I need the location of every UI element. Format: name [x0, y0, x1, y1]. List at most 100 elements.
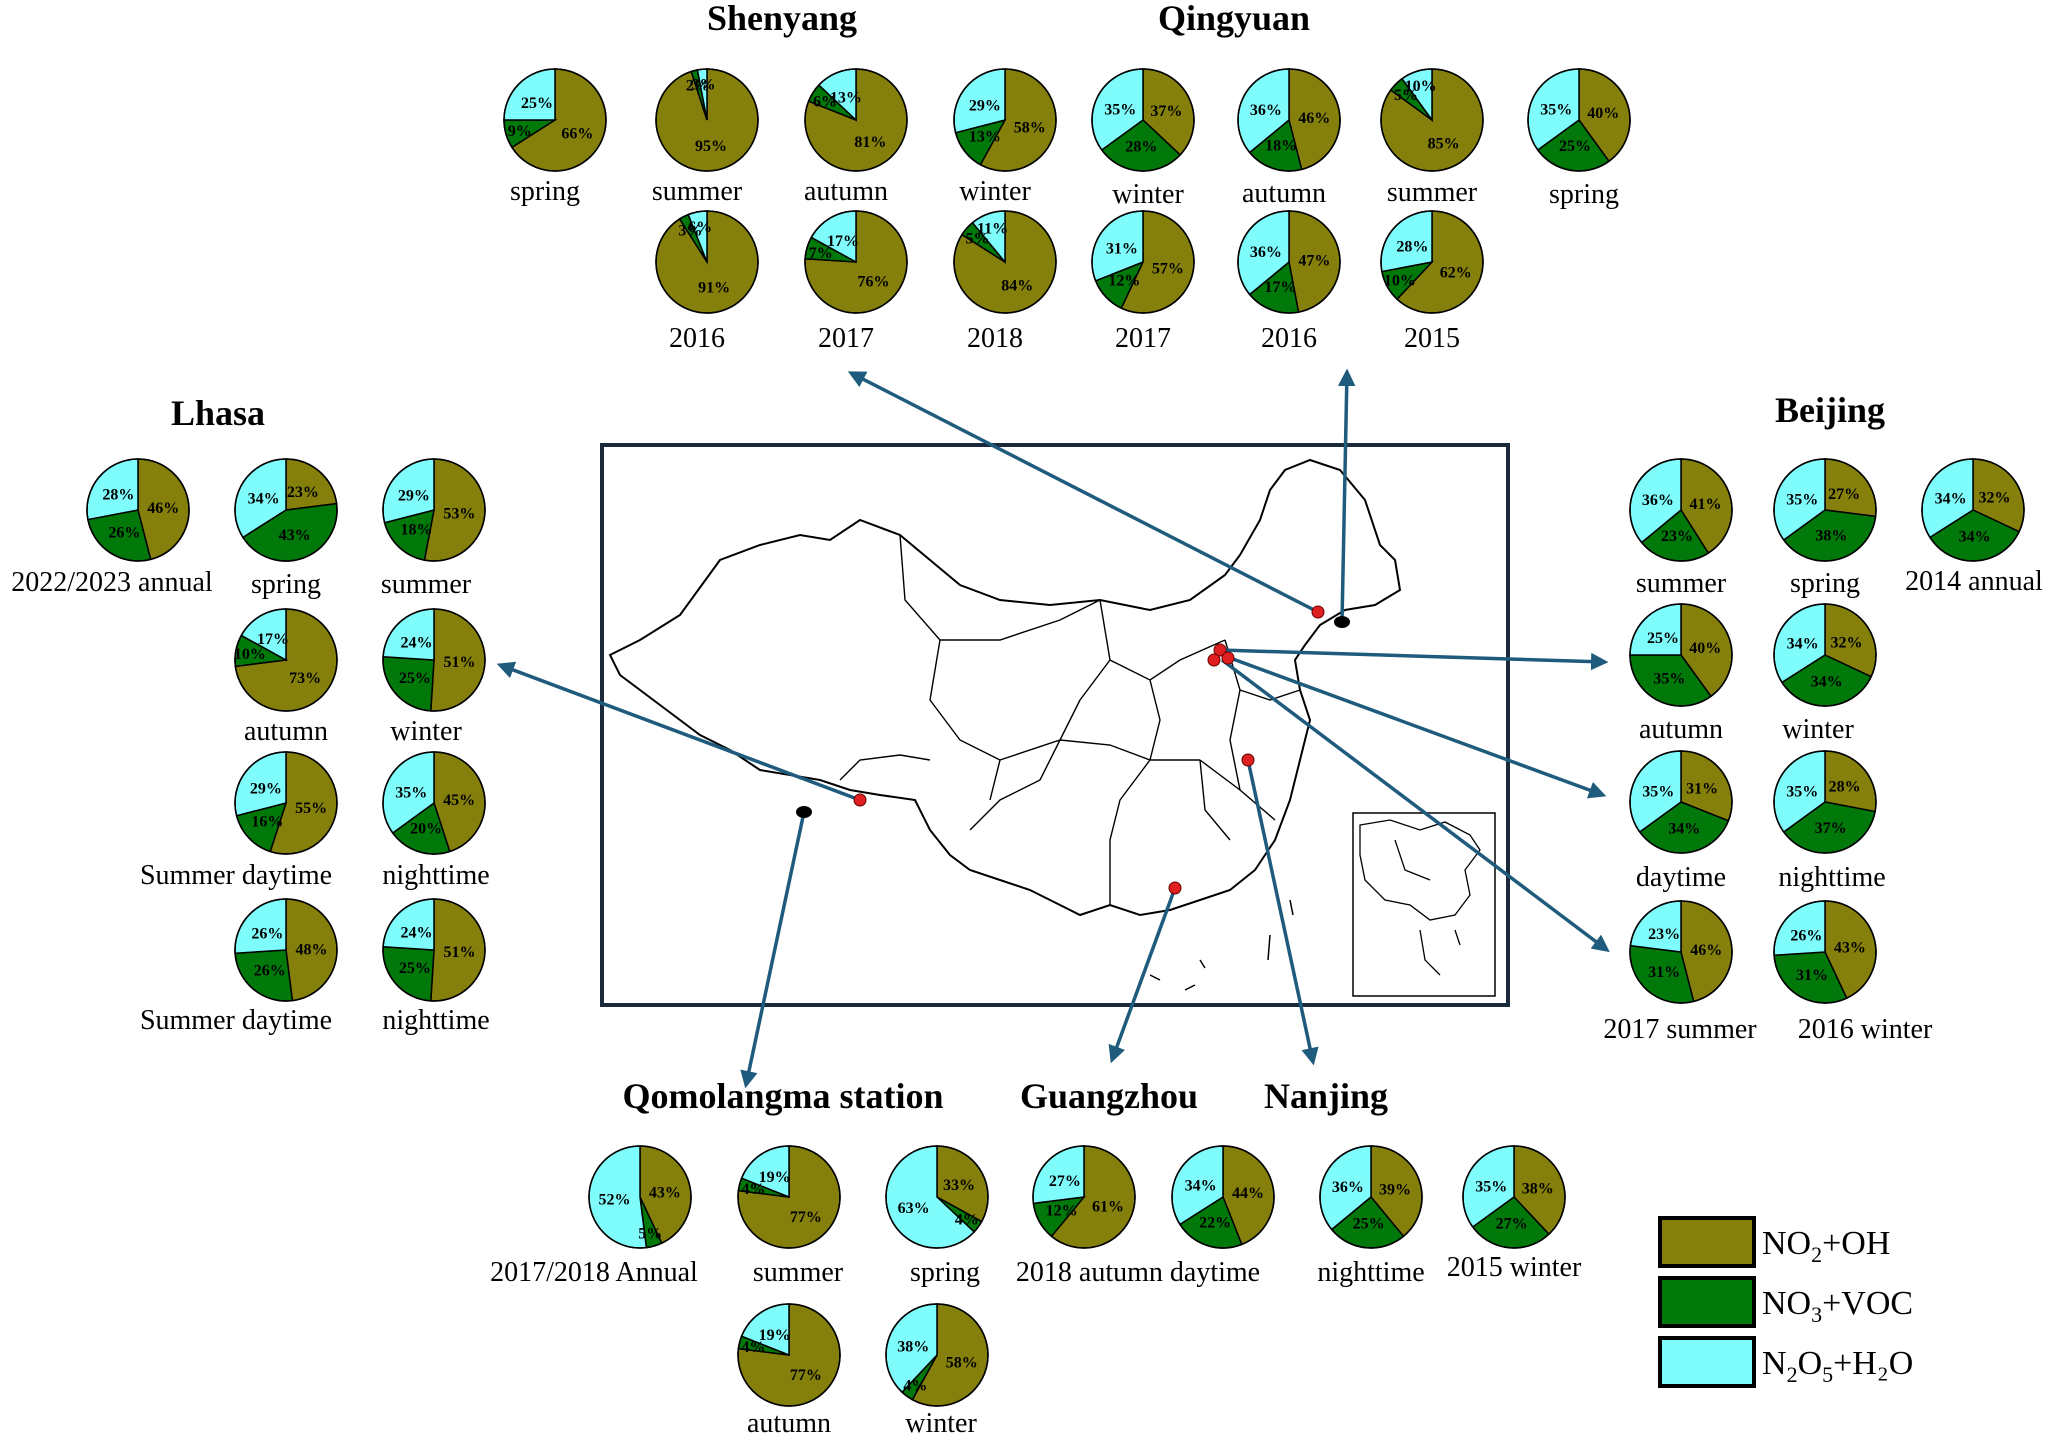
pie-percent-label: 4% — [741, 1339, 765, 1356]
pie-chart: 46%18% 36% — [1237, 68, 1341, 172]
site-arrow — [1221, 653, 1607, 799]
pie-chart: 85% 5%10% — [1380, 68, 1484, 172]
pie-percent-label: 34% — [1811, 673, 1843, 690]
pie-outline — [953, 68, 1057, 172]
pie-percent-label: 20% — [410, 820, 442, 837]
pie-percent-label: 34% — [248, 491, 280, 508]
pie-chart: 55% 16% 29% — [234, 751, 338, 855]
pie-percent-label: 19% — [759, 1169, 791, 1186]
pie-percent-label: 4% — [903, 1378, 927, 1395]
city-title: Beijing — [1775, 390, 1885, 430]
pie-caption: spring — [510, 176, 580, 207]
pie-chart: 73% 10%17% — [234, 608, 338, 712]
pie-chart: 41% 23% 36% — [1629, 458, 1733, 562]
pie-chart: 84% 5%11% — [953, 210, 1057, 314]
pie-caption: spring — [251, 569, 321, 600]
pie-percent-label: 36% — [1332, 1179, 1364, 1196]
pie-percent-label: 25% — [399, 670, 431, 687]
pie-percent-label: 10% — [234, 646, 266, 663]
pie-percent-label: 53% — [443, 505, 475, 522]
pie-outline — [885, 1303, 989, 1407]
pie-caption: autumn — [804, 176, 888, 207]
pie-outline — [382, 898, 486, 1002]
pie-percent-label: 35% — [1104, 101, 1136, 118]
pie-percent-label: 34% — [1185, 1178, 1217, 1195]
pie-percent-label: 25% — [521, 95, 553, 112]
site-marker-black — [796, 806, 812, 818]
pie-percent-label: 40% — [1689, 640, 1721, 657]
pie-chart: 61% 12% 27% — [1032, 1145, 1136, 1249]
pie-outline — [1527, 68, 1631, 172]
pie-percent-label: 41% — [1689, 496, 1721, 513]
pie-percent-label: 18% — [401, 522, 433, 539]
inset-outline — [1359, 819, 1481, 976]
legend-label-no2-oh: NO2+OH — [1762, 1225, 1890, 1267]
pie-outline — [503, 68, 607, 172]
pie-outline — [86, 458, 190, 562]
pie-chart: 51% 25% 24% — [382, 608, 486, 712]
pie-outline — [234, 898, 338, 1002]
pie-percent-label: 31% — [1106, 241, 1138, 258]
city-title: Shenyang — [707, 0, 857, 38]
pie-chart: 40%35% 25% — [1629, 603, 1733, 707]
pie-chart: 53% 18% 29% — [382, 458, 486, 562]
province-lines — [839, 534, 1301, 905]
pie-caption: 2014 annual — [1905, 566, 2043, 597]
pie-percent-label: 18% — [1265, 137, 1297, 154]
pie-percent-label: 66% — [561, 125, 593, 142]
pie-percent-label: 29% — [398, 487, 430, 504]
pie-percent-label: 7% — [809, 245, 833, 262]
pie-chart: 27% 38% 35% — [1773, 458, 1877, 562]
pie-percent-label: 37% — [1815, 820, 1847, 837]
pie-percent-label: 46% — [1690, 942, 1722, 959]
pie-chart: 77% 4%19% — [737, 1303, 841, 1407]
pie-percent-label: 34% — [1935, 491, 1967, 508]
pie-percent-label: 95% — [695, 138, 727, 155]
pie-outline — [1237, 68, 1341, 172]
pie-percent-label: 85% — [1428, 136, 1460, 153]
legend-label-no3-voc: NO3+VOC — [1762, 1285, 1913, 1327]
pie-chart: 66% 9% 25% — [503, 68, 607, 172]
pie-percent-label: 51% — [443, 654, 475, 671]
pie-chart: 46% 31% 23% — [1629, 900, 1733, 1004]
pie-percent-label: 39% — [1379, 1181, 1411, 1198]
pie-caption: 2015 — [1404, 323, 1460, 354]
pie-caption: spring — [1549, 179, 1619, 210]
pie-caption: autumn — [244, 716, 328, 747]
pie-caption: nighttime — [382, 860, 489, 891]
pie-percent-label: 36% — [1642, 492, 1674, 509]
pie-chart: 57% 12% 31% — [1091, 210, 1195, 314]
pie-chart: 77% 4%19% — [737, 1145, 841, 1249]
pie-outline — [1091, 210, 1195, 314]
pie-percent-label: 25% — [399, 960, 431, 977]
pie-percent-label: 61% — [1092, 1199, 1124, 1216]
pie-percent-label: 38% — [1522, 1181, 1554, 1198]
pie-percent-label: 25% — [1647, 630, 1679, 647]
pie-percent-label: 31% — [1686, 781, 1718, 798]
pie-percent-label: 13% — [830, 90, 862, 107]
pie-chart: 95% 2%3% — [655, 68, 759, 172]
pie-percent-label: 52% — [599, 1192, 631, 1209]
pie-percent-label: 77% — [790, 1367, 822, 1384]
pie-percent-label: 77% — [790, 1209, 822, 1226]
pie-caption: winter — [1782, 714, 1854, 745]
pie-caption: nighttime — [382, 1005, 489, 1036]
pie-percent-label: 10% — [1384, 273, 1416, 290]
pie-percent-label: 35% — [1786, 491, 1818, 508]
pie-percent-label: 35% — [1475, 1178, 1507, 1195]
pie-outline — [1319, 1145, 1423, 1249]
pie-caption: 2018 — [967, 323, 1023, 354]
pie-percent-label: 22% — [1199, 1214, 1231, 1231]
pie-caption: spring — [910, 1257, 980, 1288]
pie-outline — [234, 458, 338, 562]
site-marker — [1207, 653, 1221, 667]
pie-percent-label: 17% — [1264, 279, 1296, 296]
site-marker — [853, 793, 867, 807]
pie-caption: 2017 summer — [1603, 1014, 1757, 1045]
pie-percent-label: 26% — [108, 525, 140, 542]
pie-percent-label: 12% — [1046, 1202, 1078, 1219]
pie-outline — [1091, 68, 1195, 172]
pie-outline — [737, 1145, 841, 1249]
pie-outline — [588, 1145, 692, 1249]
